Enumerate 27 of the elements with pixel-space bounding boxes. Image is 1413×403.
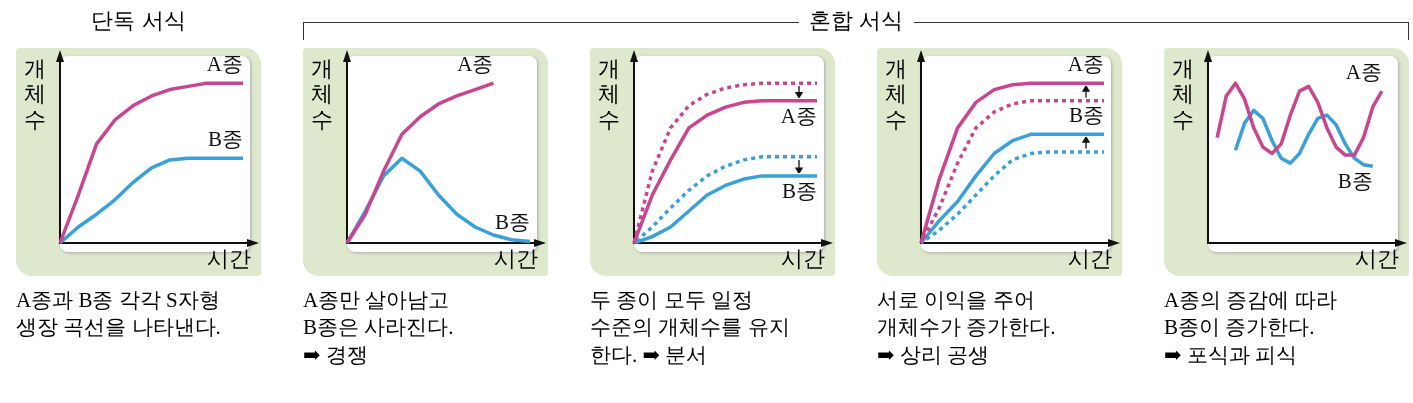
series-label: B종 [1068, 103, 1105, 128]
text: 서로 이익을 주어 개체수가 증가한다. ➡ 상리 공생 [877, 287, 1056, 369]
series-label: B종 [494, 210, 531, 235]
series-label: A종 [1067, 52, 1105, 77]
series-label: A종 [206, 52, 244, 77]
x-axis-title: 시간 [1068, 245, 1112, 273]
y-axis-title: 개체수 [24, 56, 47, 132]
x-axis-title: 시간 [781, 245, 825, 273]
x-axis-title: 시간 [494, 245, 538, 273]
text: 두 종이 모두 일정 수준의 개체수를 유지 한다. ➡ 분서 [590, 287, 790, 369]
y-axis-title: 개체수 [598, 56, 621, 132]
y-axis-title: 개체수 [311, 56, 334, 132]
series-label: B종 [207, 127, 244, 152]
text: A종의 증감에 따라 B종이 증가한다. ➡ 포식과 피식 [1164, 287, 1337, 369]
series-label: B종 [1337, 169, 1373, 194]
x-axis-title: 시간 [1355, 245, 1399, 273]
chart-title: 혼합 서식 [798, 6, 914, 36]
series-label: B종 [781, 178, 818, 203]
x-axis-title: 시간 [207, 245, 251, 273]
series-label: A종 [457, 52, 494, 77]
text: A종과 B종 각각 S자형 생장 곡선을 나타낸다. [16, 287, 221, 342]
series-label: A종 [1345, 60, 1382, 85]
series-label: A종 [780, 103, 818, 128]
y-axis-title: 개체수 [1172, 56, 1195, 132]
text: A종만 살아남고 B종은 사라진다. ➡ 경쟁 [303, 287, 454, 369]
chart-title: 단독 서식 [81, 6, 196, 36]
y-axis-title: 개체수 [885, 56, 908, 132]
